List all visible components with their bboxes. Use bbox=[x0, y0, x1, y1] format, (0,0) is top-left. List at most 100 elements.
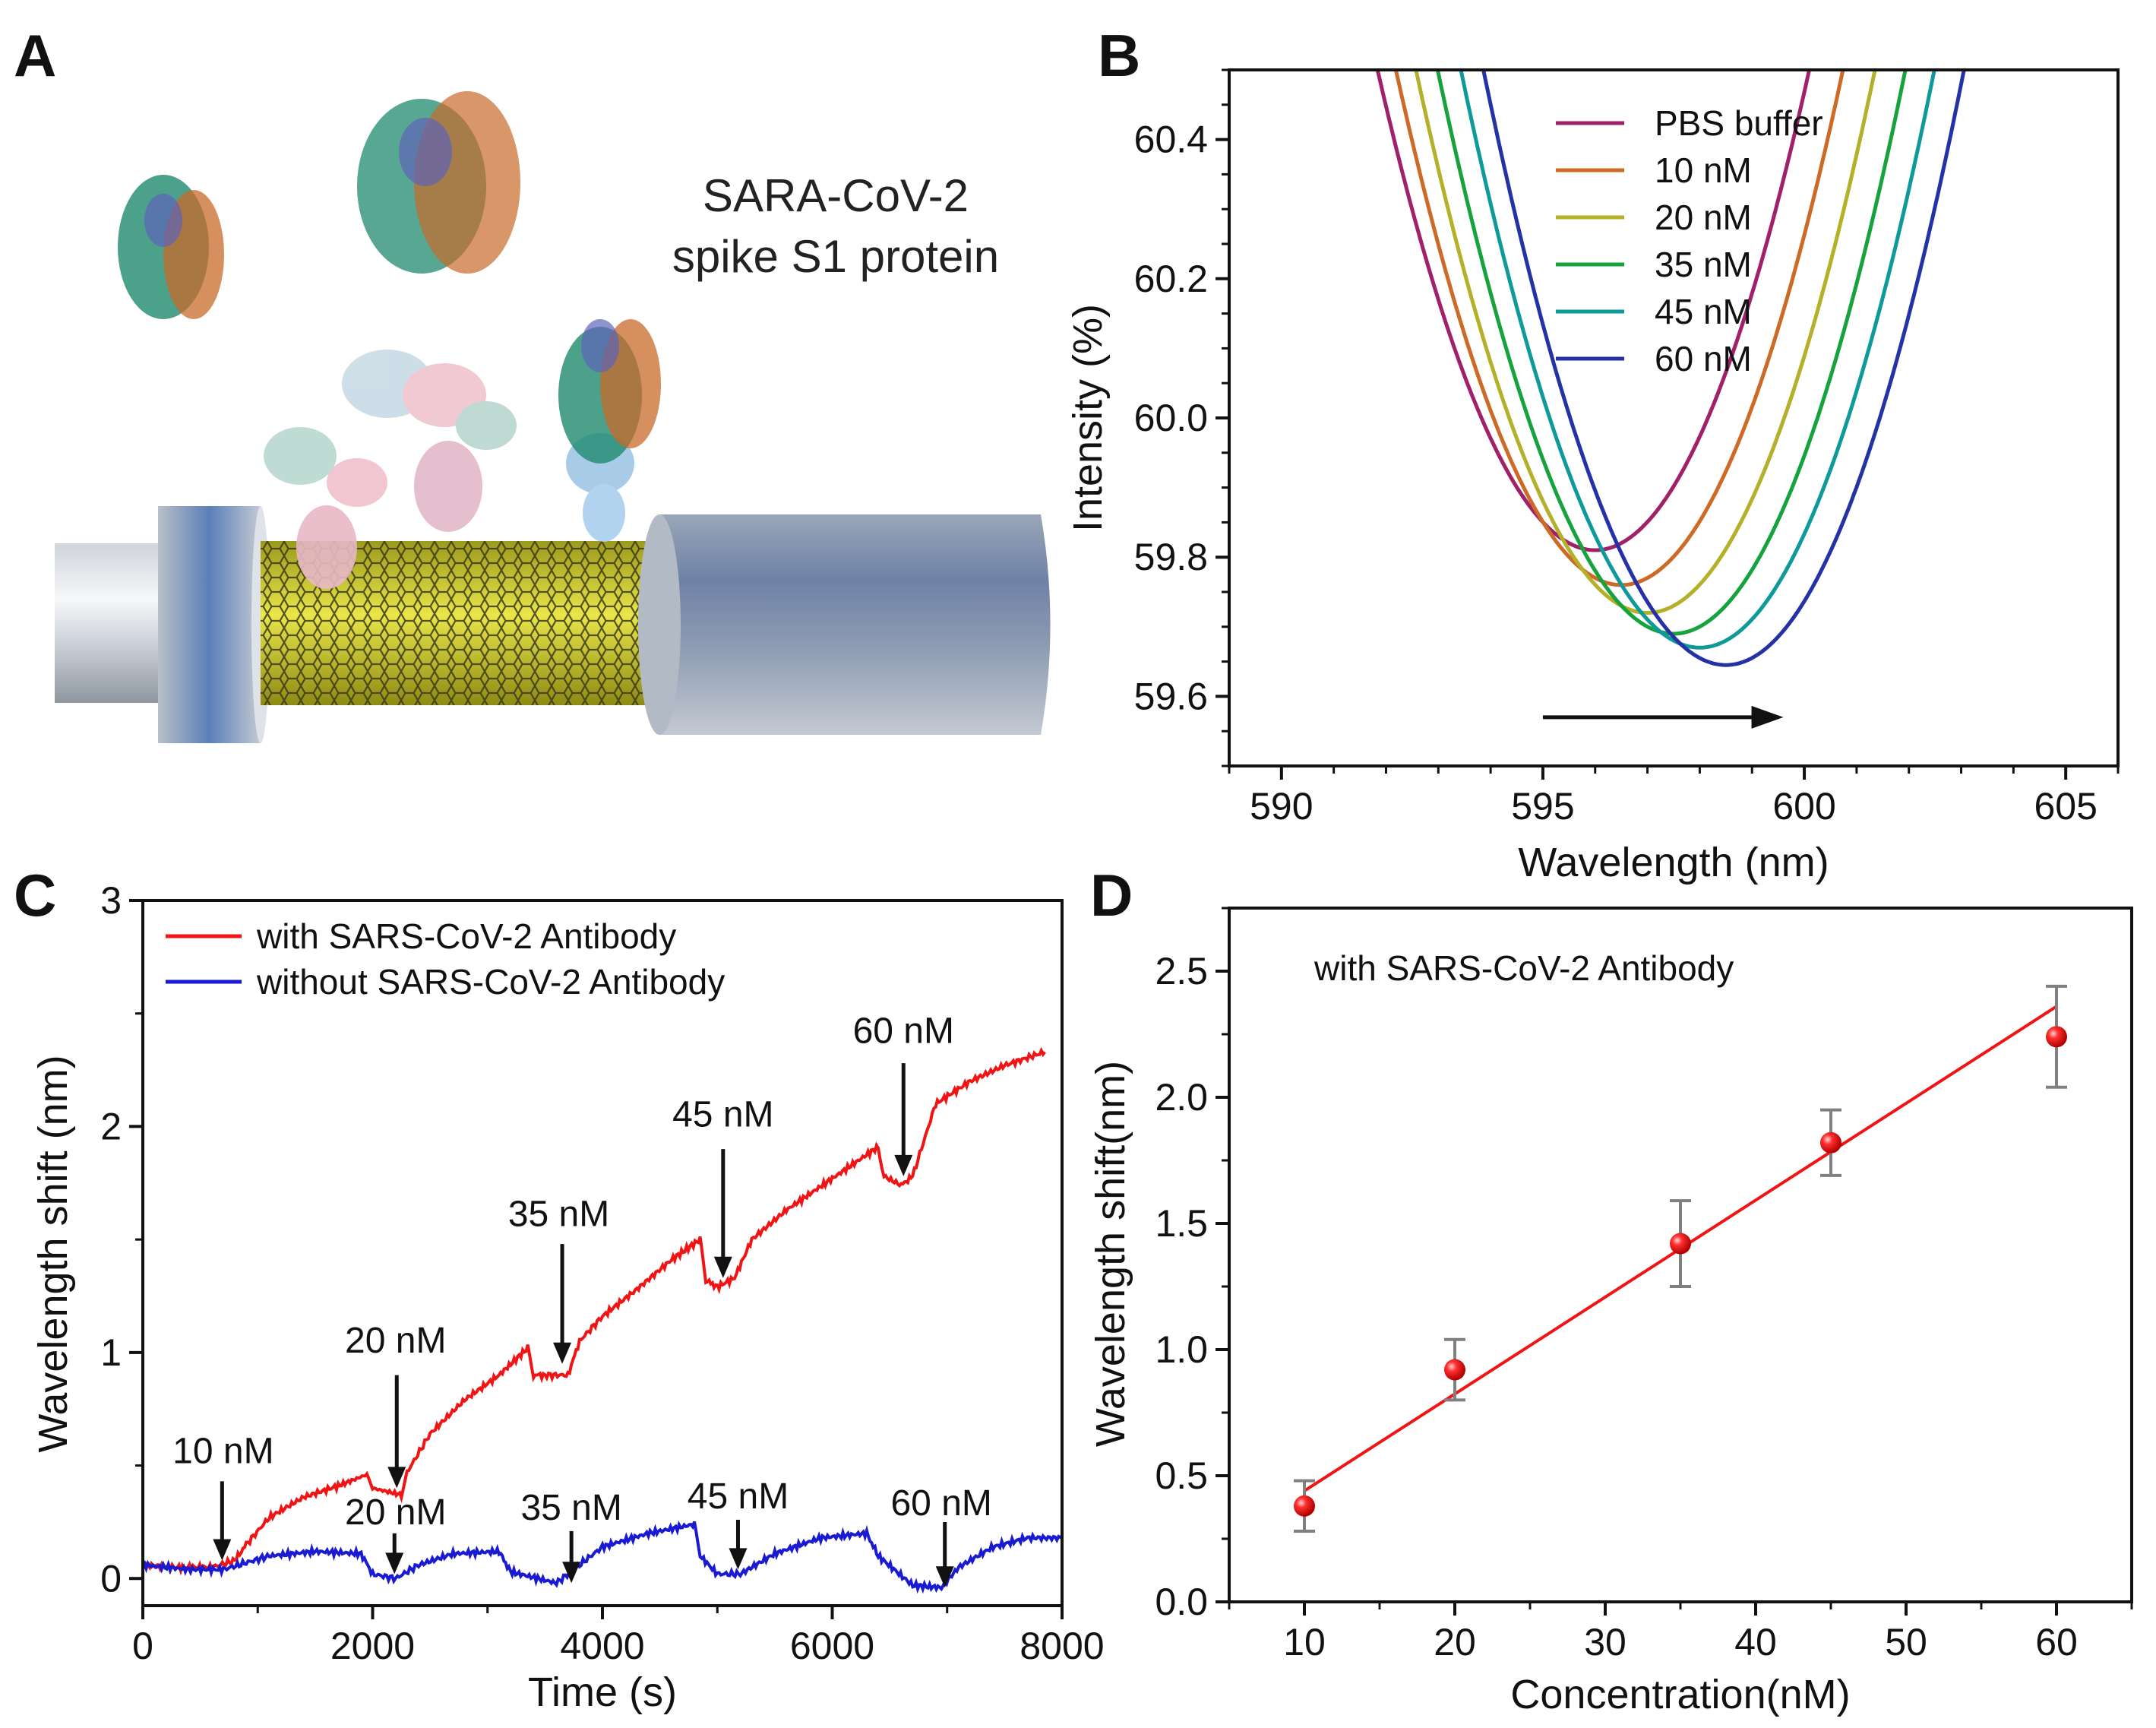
y-tick-label: 59.6 bbox=[1134, 675, 1208, 717]
spike-proteins bbox=[118, 91, 661, 464]
x-tick-label: 4000 bbox=[560, 1625, 644, 1667]
x-tick-label: 8000 bbox=[1020, 1625, 1104, 1667]
curve-2 bbox=[1414, 70, 1877, 616]
panel-c-chart: C 0 2000 4000 6000 8000 0 1 2 3 with SARS-CoV-2 … bbox=[14, 862, 1105, 1715]
annotation-label: 10 nM bbox=[172, 1432, 273, 1472]
panel-b-curves bbox=[1375, 70, 1966, 667]
curve-3 bbox=[1435, 70, 1908, 636]
legend-label: 60 nM bbox=[1655, 339, 1752, 378]
legend-label: 10 nM bbox=[1655, 150, 1752, 190]
data-point bbox=[1444, 1359, 1465, 1381]
panel-c-ylabel: Wavelength shift (nm) bbox=[30, 1055, 76, 1452]
annotation-arrowhead bbox=[562, 1562, 581, 1584]
annotation-label: 20 nM bbox=[345, 1492, 446, 1533]
panel-a-illustration: A SARA-CoV-2 spike S1 protein bbox=[14, 22, 1051, 743]
y-tick-label: 60.2 bbox=[1134, 258, 1208, 300]
annotation-arrowhead bbox=[935, 1566, 954, 1588]
y-tick-label: 2 bbox=[100, 1105, 122, 1147]
panel-d-letter: D bbox=[1090, 862, 1133, 929]
x-tick-label: 20 bbox=[1434, 1621, 1476, 1663]
y-tick-label: 60.0 bbox=[1134, 397, 1208, 439]
data-point bbox=[1820, 1131, 1841, 1154]
annotation-arrowhead bbox=[894, 1154, 913, 1176]
annotation-label: 45 nM bbox=[672, 1094, 773, 1135]
x-tick-label: 10 bbox=[1283, 1621, 1326, 1663]
x-tick-label: 595 bbox=[1511, 785, 1574, 828]
legend-label: 20 nM bbox=[1655, 198, 1752, 237]
x-tick-label: 50 bbox=[1885, 1621, 1927, 1663]
y-tick-label: 0 bbox=[100, 1557, 122, 1600]
panel-d-plot bbox=[1294, 984, 2067, 1533]
panel-b-ylabel: Intensity (%) bbox=[1065, 304, 1111, 532]
annotation-arrowhead bbox=[385, 1552, 404, 1575]
panel-d-ticks: 10 20 30 40 50 60 0.0 0.5 1.0 1.5 2.0 2.5 bbox=[1155, 907, 2133, 1663]
panel-a-caption-line1: SARA-CoV-2 bbox=[703, 170, 969, 221]
panel-d-title: with SARS-CoV-2 Antibody bbox=[1314, 948, 1734, 988]
x-tick-label: 2000 bbox=[330, 1625, 415, 1667]
x-tick-label: 40 bbox=[1734, 1621, 1777, 1663]
data-point bbox=[1670, 1233, 1691, 1255]
y-tick-label: 0.5 bbox=[1155, 1454, 1208, 1497]
panel-c-letter: C bbox=[14, 862, 56, 929]
panel-c-series bbox=[143, 1046, 1062, 1594]
y-tick-label: 59.8 bbox=[1134, 536, 1208, 578]
annotation-arrowhead bbox=[387, 1467, 406, 1489]
curve-5 bbox=[1481, 70, 1966, 667]
fiber-collar bbox=[158, 506, 261, 743]
y-tick-label: 1 bbox=[100, 1331, 122, 1374]
series-0 bbox=[143, 1046, 1046, 1576]
panel-b-shift-arrow bbox=[1542, 705, 1784, 729]
legend-label: 45 nM bbox=[1655, 292, 1752, 331]
curve-4 bbox=[1459, 70, 1936, 650]
x-tick-label: 30 bbox=[1584, 1621, 1626, 1663]
x-tick-label: 6000 bbox=[790, 1625, 874, 1667]
x-tick-label: 605 bbox=[2034, 785, 2097, 828]
panel-a-letter: A bbox=[14, 22, 56, 89]
annotation-arrowhead bbox=[553, 1342, 572, 1364]
y-tick-label: 2.5 bbox=[1155, 950, 1208, 992]
panel-c-ticks: 0 2000 4000 6000 8000 0 1 2 3 bbox=[100, 879, 1104, 1667]
curve-1 bbox=[1393, 70, 1845, 587]
x-tick-label: 590 bbox=[1250, 785, 1313, 828]
panel-b-chart: B 590 595 600 605 59.6 59.8 60.0 60.2 60.4 PBS b… bbox=[1065, 22, 2120, 885]
annotation-arrowhead bbox=[213, 1539, 232, 1561]
panel-b-letter: B bbox=[1098, 22, 1140, 89]
y-tick-label: 0.0 bbox=[1155, 1581, 1208, 1623]
legend-label: 35 nM bbox=[1655, 245, 1752, 284]
x-tick-label: 0 bbox=[132, 1625, 153, 1667]
panel-a-caption-line2: spike S1 protein bbox=[672, 231, 999, 282]
legend-label: with SARS-CoV-2 Antibody bbox=[256, 916, 676, 956]
panel-c-annotations: 10 nM 20 nM 35 nM 45 nM 60 nM 20 nM 35 nM 45 nM… bbox=[172, 1011, 992, 1588]
annotation-label: 35 nM bbox=[520, 1488, 621, 1528]
panel-c-xlabel: Time (s) bbox=[528, 1669, 677, 1715]
annotation-label: 60 nM bbox=[853, 1011, 954, 1051]
panel-d-xlabel: Concentration(nM) bbox=[1510, 1672, 1850, 1717]
panel-b-ticks: 590 595 600 605 59.6 59.8 60.0 60.2 60.4 bbox=[1134, 68, 2120, 828]
data-point bbox=[2046, 1026, 2067, 1048]
y-tick-label: 60.4 bbox=[1134, 119, 1208, 161]
series-1 bbox=[143, 1520, 1062, 1594]
y-tick-label: 1.5 bbox=[1155, 1202, 1208, 1245]
annotation-arrowhead bbox=[729, 1548, 748, 1570]
panel-b-xlabel: Wavelength (nm) bbox=[1518, 840, 1829, 885]
fiber-right-cylinder bbox=[659, 514, 1051, 735]
annotation-label: 60 nM bbox=[890, 1483, 991, 1524]
panel-d-ylabel: Wavelength shift(nm) bbox=[1088, 1061, 1133, 1447]
y-tick-label: 1.0 bbox=[1155, 1328, 1208, 1371]
annotation-label: 20 nM bbox=[345, 1321, 446, 1361]
annotation-arrowhead bbox=[713, 1256, 732, 1278]
fiber-left-stub bbox=[55, 543, 169, 703]
legend-label: without SARS-CoV-2 Antibody bbox=[256, 962, 725, 1002]
antibody-molecules bbox=[264, 350, 634, 589]
data-point bbox=[1294, 1495, 1315, 1517]
x-tick-label: 600 bbox=[1772, 785, 1835, 828]
annotation-label: 35 nM bbox=[508, 1194, 609, 1234]
arrow-head bbox=[1751, 705, 1784, 729]
annotation-label: 45 nM bbox=[688, 1476, 789, 1517]
panel-c-legend: with SARS-CoV-2 Antibody without SARS-CoV… bbox=[166, 916, 725, 1002]
x-tick-label: 60 bbox=[2035, 1621, 2078, 1663]
panel-d-chart: D with SARS-CoV-2 Antibody 10 20 30 40 50 60 0… bbox=[1088, 862, 2133, 1717]
curve-0 bbox=[1375, 70, 1812, 552]
y-tick-label: 2.0 bbox=[1155, 1076, 1208, 1119]
